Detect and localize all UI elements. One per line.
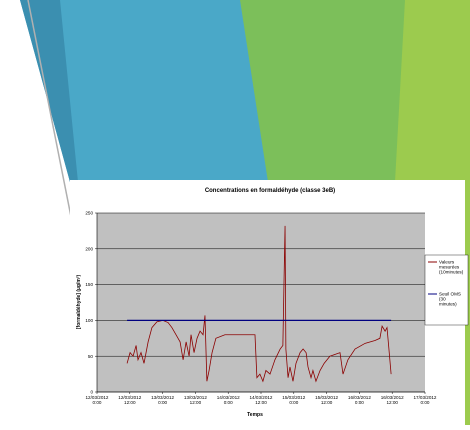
- y-tick-label: 250: [85, 211, 93, 216]
- y-tick-label: 0: [90, 390, 93, 395]
- blue-shape: [20, 0, 270, 182]
- x-tick-label: 15/03/2012 0:00: [282, 395, 305, 405]
- plot-area: [97, 213, 425, 392]
- legend-label: Valeurs mesurées (10minutes): [439, 260, 464, 275]
- y-tick-label: 100: [85, 318, 93, 323]
- x-tick-label: 15/03/2012 12:00: [315, 395, 338, 405]
- blue-shade: [20, 0, 78, 182]
- legend-label: Seuil OMS (30 minutes): [439, 292, 461, 307]
- x-tick-label: 14/03/2012 12:00: [250, 395, 273, 405]
- light-green-shape: [395, 0, 470, 182]
- x-tick-label: 16/03/2012 0:00: [348, 395, 371, 405]
- x-tick-label: 17/03/2012 0:00: [414, 395, 437, 405]
- y-tick-label: 150: [85, 282, 93, 287]
- x-tick-label: 14/03/2012 0:00: [217, 395, 240, 405]
- x-tick-label: 16/03/2012 12:00: [381, 395, 404, 405]
- y-tick-label: 200: [85, 246, 93, 251]
- legend: [424, 254, 469, 326]
- green-shape: [240, 0, 432, 182]
- series-line: [126, 225, 392, 383]
- y-tick-label: 50: [88, 354, 94, 359]
- x-tick-label: 12/03/2012 0:00: [86, 395, 109, 405]
- x-tick-label: 13/03/2012 12:00: [184, 395, 207, 405]
- x-tick-label: 13/03/2012 0:00: [151, 395, 174, 405]
- x-tick-label: 12/03/2012 12:00: [118, 395, 141, 405]
- chart-title: Concentrations en formaldéhyde (classe 3…: [205, 188, 335, 194]
- y-axis-label: [formaldéhyde] (µg/m³): [76, 275, 82, 330]
- green-strip: [465, 0, 470, 425]
- x-axis-label: Temps: [247, 412, 263, 418]
